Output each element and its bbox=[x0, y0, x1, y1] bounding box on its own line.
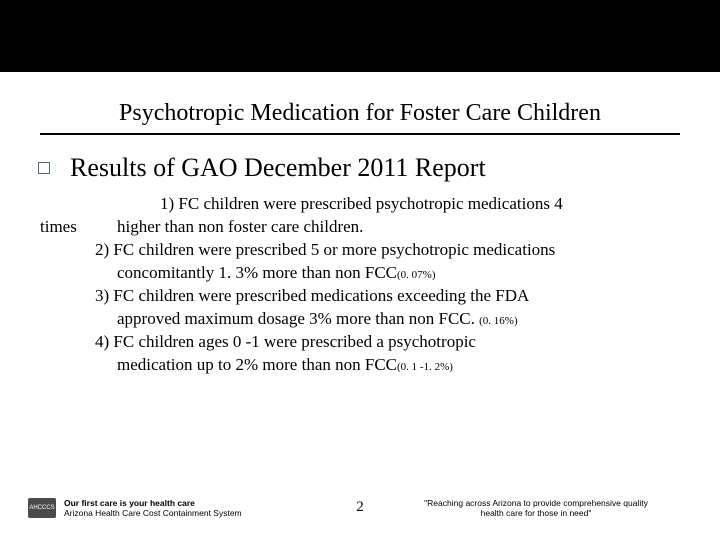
top-bar bbox=[0, 0, 720, 72]
item2-line2: concomitantly 1. 3% more than non FCC(0.… bbox=[117, 262, 680, 285]
footer-quote-1: "Reaching across Arizona to provide comp… bbox=[380, 498, 692, 508]
item4-line2: medication up to 2% more than non FCC(0.… bbox=[117, 354, 680, 377]
item2-text: concomitantly 1. 3% more than non FCC bbox=[117, 263, 397, 282]
footer-org: Arizona Health Care Cost Containment Sys… bbox=[64, 508, 242, 518]
logo-icon: AHCCCS bbox=[28, 498, 56, 518]
item3-line1: 3) FC children were prescribed medicatio… bbox=[95, 285, 680, 308]
item4-pct: (0. 1 -1. 2%) bbox=[397, 361, 453, 373]
heading-row: Results of GAO December 2011 Report bbox=[38, 153, 720, 183]
item1-line2-wrap: times higher than non foster care childr… bbox=[40, 216, 680, 239]
slide-title: Psychotropic Medication for Foster Care … bbox=[0, 100, 720, 127]
page-number: 2 bbox=[340, 499, 380, 516]
footer-left-text: Our first care is your health care Arizo… bbox=[64, 498, 242, 518]
item3-pct: (0. 16%) bbox=[479, 315, 518, 327]
item2-line1: 2) FC children were prescribed 5 or more… bbox=[95, 239, 680, 262]
main-heading: Results of GAO December 2011 Report bbox=[70, 153, 486, 183]
item4-line1: 4) FC children ages 0 -1 were prescribed… bbox=[95, 331, 680, 354]
bullet-icon bbox=[38, 162, 50, 174]
item2-pct: (0. 07%) bbox=[397, 269, 436, 281]
item3-text: approved maximum dosage 3% more than non… bbox=[117, 309, 479, 328]
footer-tagline: Our first care is your health care bbox=[64, 498, 242, 508]
footer: AHCCCS Our first care is your health car… bbox=[0, 498, 720, 518]
footer-quote-2: health care for those in need" bbox=[380, 508, 692, 518]
title-rule bbox=[40, 133, 680, 135]
times-label: times bbox=[40, 216, 95, 239]
item4-text: medication up to 2% more than non FCC bbox=[117, 355, 397, 374]
item1-cont: higher than non foster care children. bbox=[95, 216, 680, 239]
footer-right: "Reaching across Arizona to provide comp… bbox=[380, 498, 692, 518]
item1-line1: 1) FC children were prescribed psychotro… bbox=[160, 193, 680, 216]
body-text: 1) FC children were prescribed psychotro… bbox=[40, 193, 680, 377]
footer-left: AHCCCS Our first care is your health car… bbox=[28, 498, 340, 518]
item3-line2: approved maximum dosage 3% more than non… bbox=[117, 308, 680, 331]
